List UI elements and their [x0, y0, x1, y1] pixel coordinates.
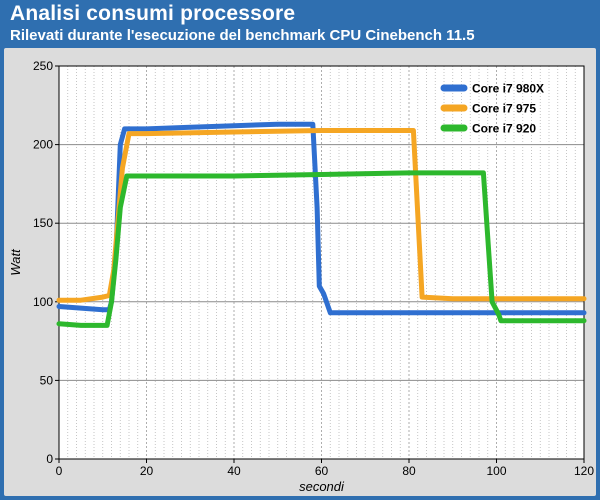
y-tick-label: 200	[33, 138, 53, 152]
line-chart: 0 50 100 150 200 250 0 20 40 60 80 100 120 Core i7 9…	[8, 59, 594, 494]
y-axis-label: Watt	[8, 248, 23, 276]
y-tick-label: 100	[33, 295, 53, 309]
x-tick-label: 20	[140, 464, 154, 478]
x-tick-label: 80	[402, 464, 416, 478]
chart-title: Analisi consumi processore	[10, 2, 296, 25]
series-line-3	[56, 170, 587, 328]
y-tick-label: 0	[46, 452, 53, 466]
axes: 0 50 100 150 200 250 0 20 40 60 80 100 120	[33, 59, 594, 478]
chart-subtitle: Rilevati durante l'esecuzione del benchm…	[10, 27, 475, 44]
x-tick-label: 60	[315, 464, 329, 478]
y-tick-label: 50	[40, 373, 54, 387]
series-line-2	[56, 128, 587, 303]
legend-label: Core i7 975	[472, 102, 536, 116]
y-tick-label: 150	[33, 216, 53, 230]
grid-lines	[59, 65, 584, 459]
x-tick-label: 100	[486, 464, 506, 478]
x-tick-label: 120	[574, 464, 594, 478]
x-axis-label: secondi	[299, 479, 345, 494]
chart-header: Analisi consumi processore Rilevati dura…	[0, 0, 600, 50]
series-layer	[56, 121, 587, 328]
y-tick-label: 250	[33, 59, 53, 73]
legend: Core i7 980X Core i7 975 Core i7 920	[440, 82, 544, 136]
x-tick-label: 40	[227, 464, 241, 478]
legend-label: Core i7 920	[472, 122, 536, 136]
legend-label: Core i7 980X	[472, 82, 544, 96]
x-tick-label: 0	[56, 464, 63, 478]
chart-panel: 0 50 100 150 200 250 0 20 40 60 80 100 120 Core i7 9…	[4, 48, 596, 496]
